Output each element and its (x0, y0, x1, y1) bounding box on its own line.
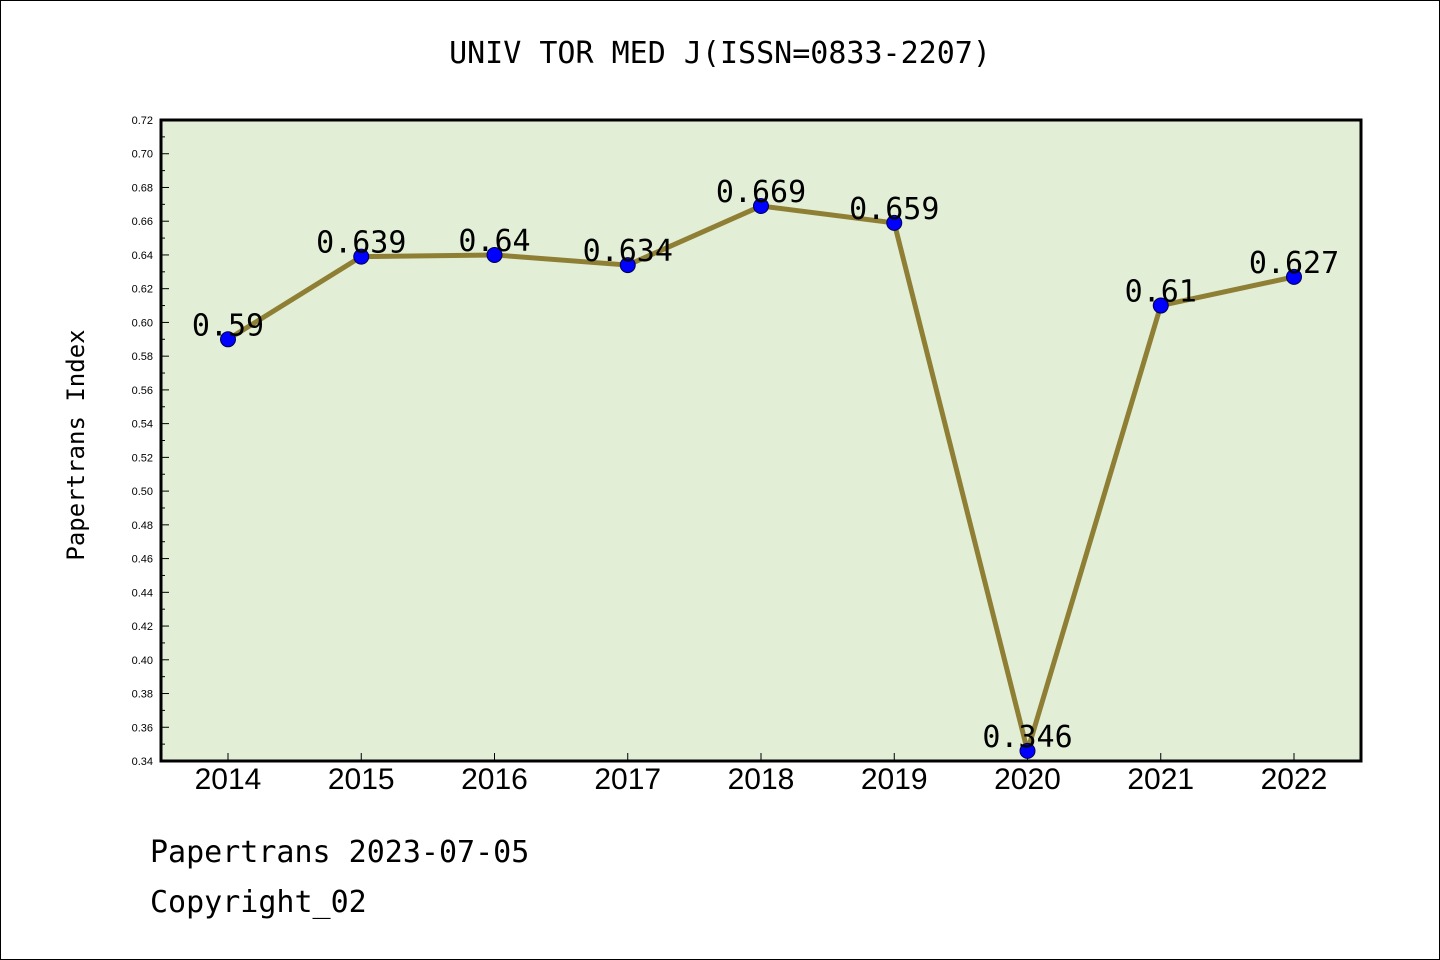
x-tick-label: 2017 (594, 763, 661, 796)
y-tick-label: 0.70 (132, 149, 153, 161)
data-point-marker (353, 248, 370, 265)
chart-title: UNIV TOR MED J(ISSN=0833-2207) (449, 36, 991, 71)
footer-date-line: Papertrans 2023-07-05 (150, 835, 530, 870)
data-label: 0.61 (1125, 275, 1197, 310)
x-tick-label: 2016 (461, 763, 528, 796)
x-tick-label: 2021 (1127, 763, 1194, 796)
y-tick-label: 0.54 (132, 419, 153, 431)
y-tick-label: 0.60 (132, 317, 153, 329)
plot-area (159, 118, 1363, 763)
x-axis: 2014 2015 2016 2017 2018 2019 2020 2021 2022 (195, 753, 1328, 796)
data-label: 0.64 (458, 224, 530, 259)
y-tick-label: 0.62 (132, 284, 153, 296)
y-tick-label: 0.64 (132, 250, 153, 262)
y-tick-label: 0.48 (132, 520, 153, 532)
data-label: 0.634 (583, 234, 673, 269)
data-point-marker (1286, 268, 1302, 285)
y-tick-label: 0.52 (132, 452, 153, 464)
x-tick-label: 2020 (994, 763, 1061, 796)
data-label: 0.346 (982, 720, 1072, 755)
y-tick-label: 0.42 (132, 621, 153, 633)
y-tick-label: 0.50 (132, 486, 153, 498)
y-tick-label: 0.58 (132, 351, 153, 363)
data-labels-group: 0.59 0.639 0.64 0.634 0.669 0.659 0.346 0.61 0.6… (192, 175, 1339, 755)
x-tick-label: 2014 (195, 763, 262, 796)
y-axis: 0.34 0.36 0.38 0.40 0.42 0.44 0.46 0.48 0.50 0.52… (132, 115, 169, 768)
y-tick-label: 0.56 (132, 385, 153, 397)
data-point-marker (486, 246, 503, 263)
y-tick-label: 0.68 (132, 182, 153, 194)
footer-copyright: Copyright_02 (150, 885, 367, 920)
y-tick-label: 0.44 (132, 587, 153, 599)
data-point-marker (220, 331, 236, 348)
x-tick-label: 2019 (861, 763, 928, 796)
y-tick-label: 0.66 (132, 216, 153, 228)
y-tick-label: 0.38 (132, 689, 153, 701)
x-tick-label: 2018 (728, 763, 795, 796)
data-label: 0.669 (716, 175, 806, 210)
y-tick-label: 0.34 (132, 756, 153, 768)
data-label: 0.59 (192, 308, 264, 343)
x-tick-label: 2022 (1261, 763, 1328, 796)
y-tick-label: 0.40 (132, 655, 153, 667)
data-point-marker (1019, 742, 1036, 759)
data-point-marker (1152, 297, 1169, 314)
y-tick-label: 0.36 (132, 722, 153, 734)
x-tick-label: 2015 (328, 763, 395, 796)
series-line-group (220, 198, 1302, 759)
data-point-marker (753, 198, 769, 215)
data-label: 0.627 (1249, 246, 1339, 281)
y-tick-label: 0.46 (132, 554, 153, 566)
data-point-marker (619, 257, 636, 274)
data-label: 0.639 (316, 226, 406, 261)
y-tick-label: 0.72 (132, 115, 153, 127)
data-point-marker (886, 214, 903, 231)
data-label: 0.659 (849, 192, 939, 227)
